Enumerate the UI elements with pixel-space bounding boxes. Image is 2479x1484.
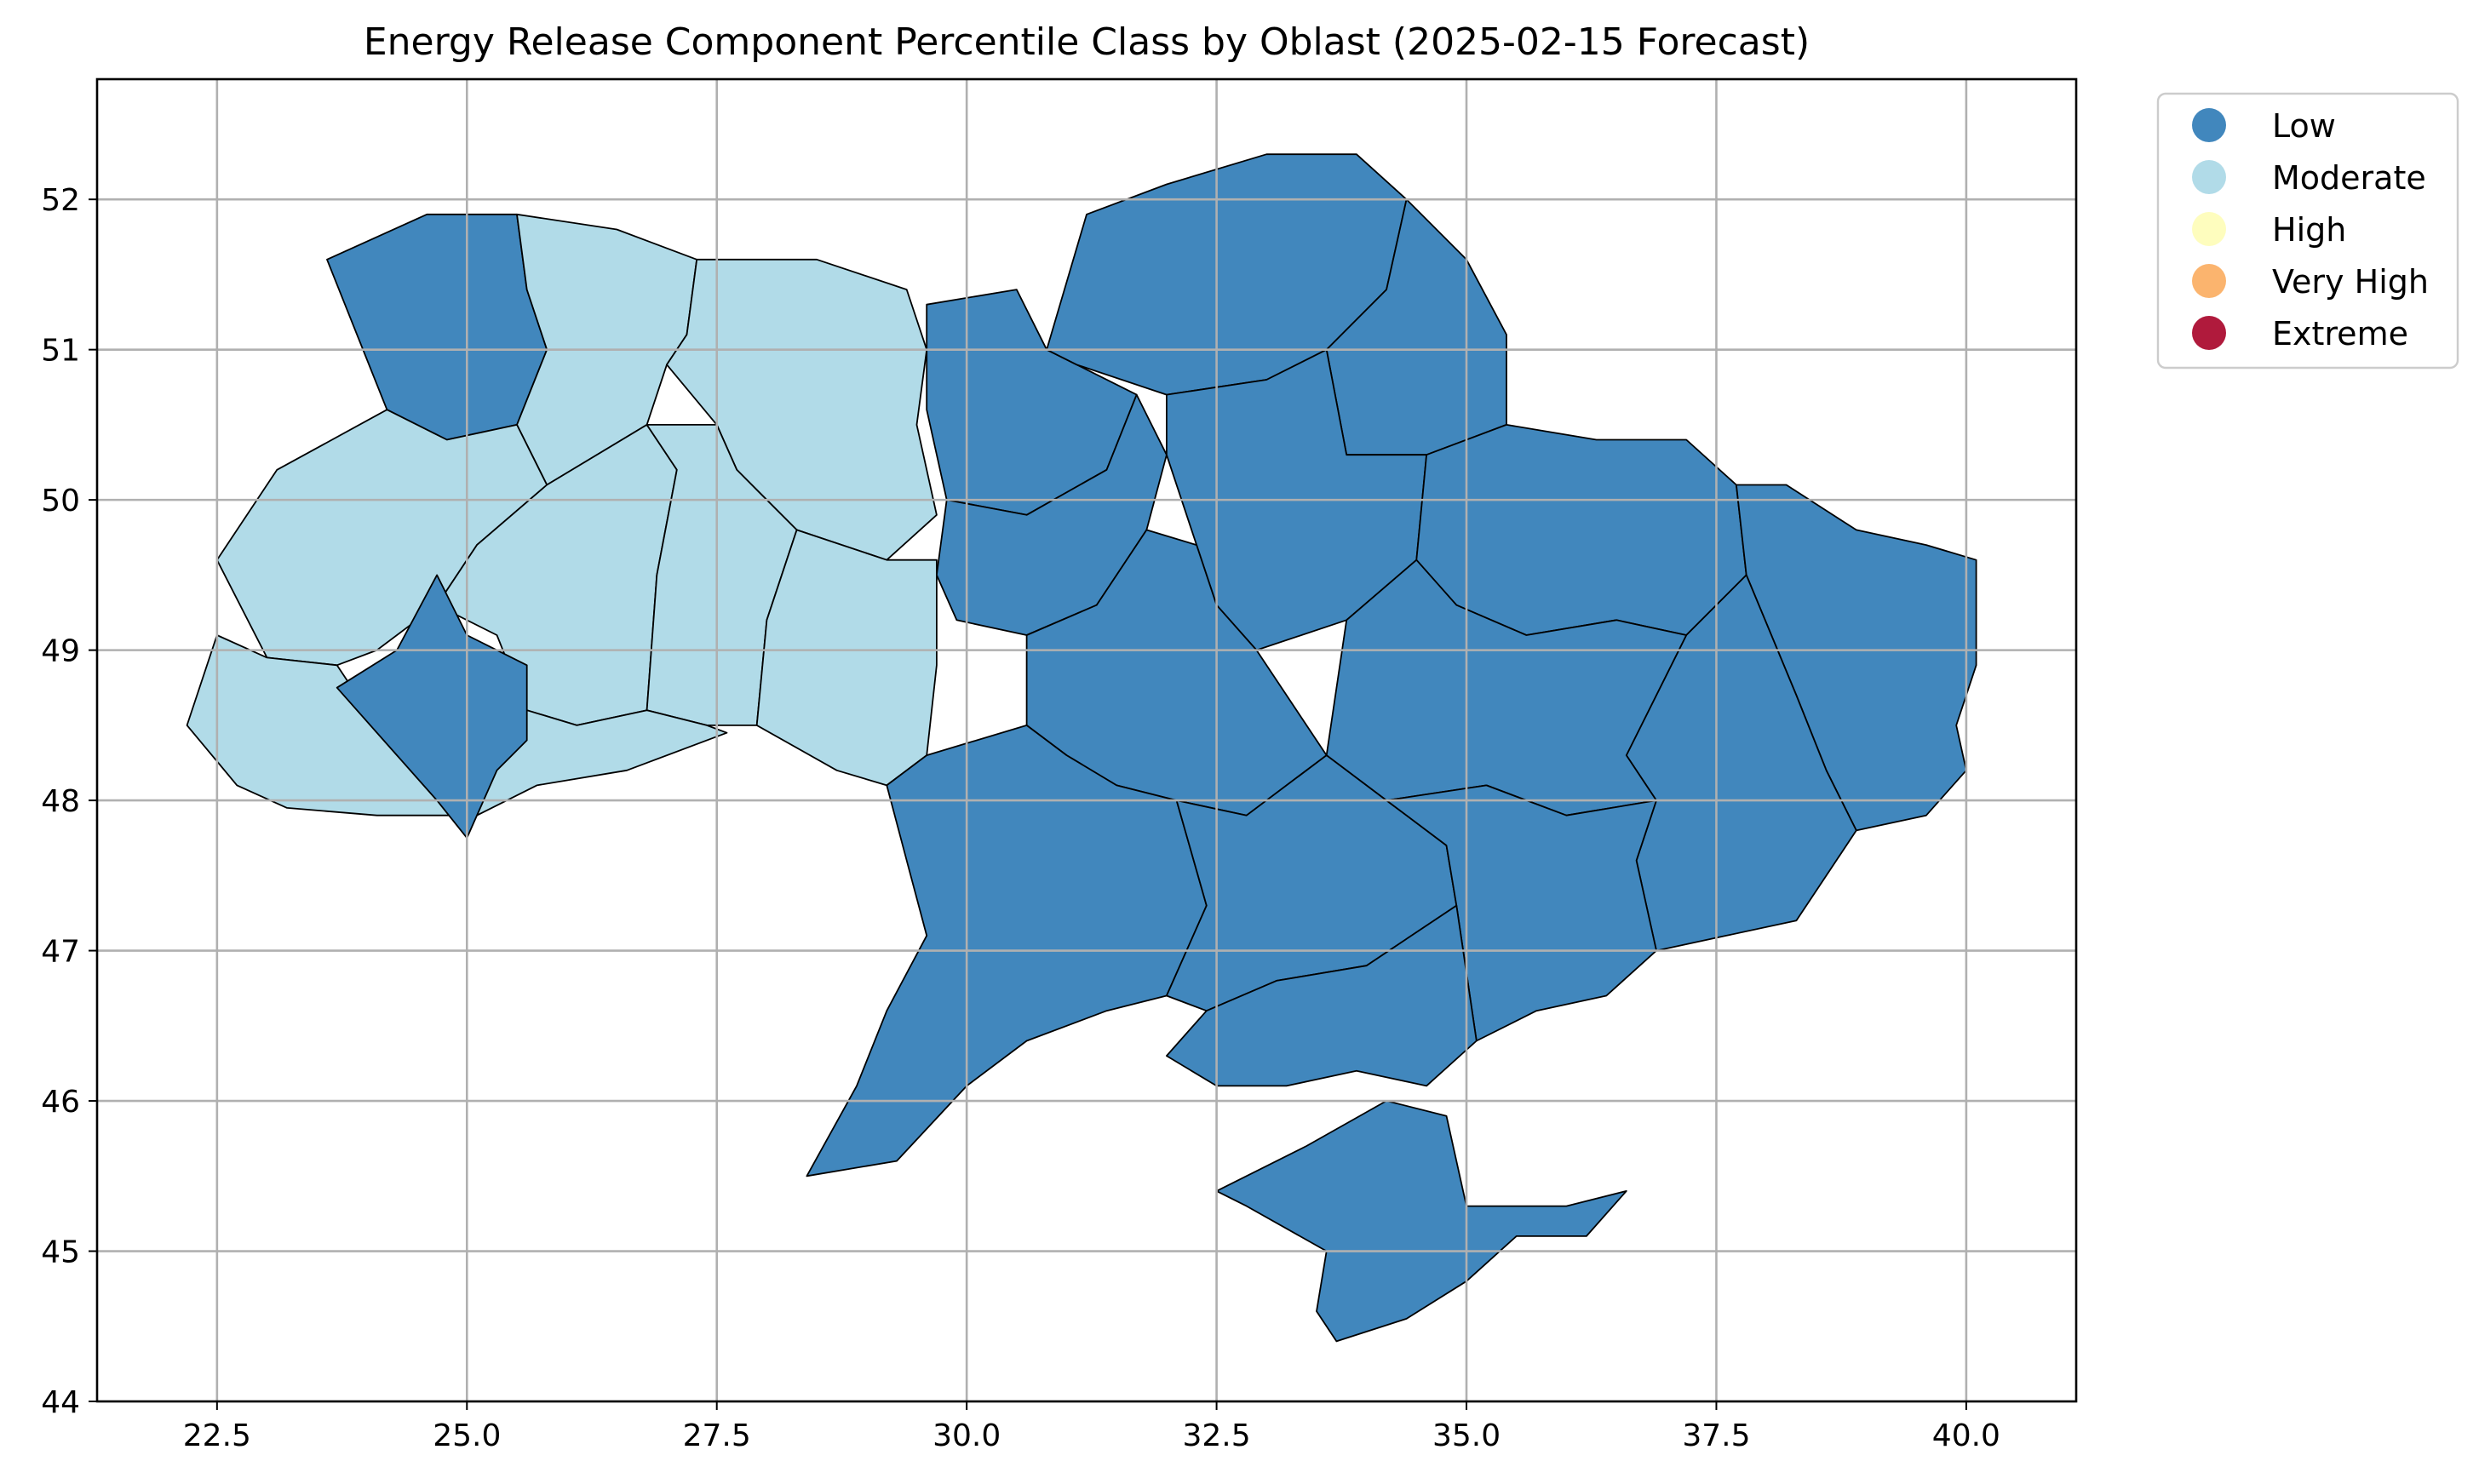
legend-swatch-extreme-icon bbox=[2192, 316, 2226, 350]
legend-item-low: Low bbox=[2192, 107, 2336, 145]
y-axis-ticks: 44 45 46 47 48 49 50 51 52 bbox=[41, 183, 97, 1420]
legend-label-moderate: Moderate bbox=[2272, 159, 2426, 197]
plot-area bbox=[95, 77, 2078, 1403]
x-tick-label: 32.5 bbox=[1183, 1418, 1251, 1453]
legend-label-high: High bbox=[2272, 211, 2346, 249]
x-tick-label: 35.0 bbox=[1432, 1418, 1501, 1453]
x-tick-label: 27.5 bbox=[683, 1418, 751, 1453]
legend-label-extreme: Extreme bbox=[2272, 315, 2408, 352]
y-tick-label: 48 bbox=[41, 784, 80, 819]
legend-item-extreme: Extreme bbox=[2192, 315, 2408, 352]
y-tick-label: 52 bbox=[41, 183, 80, 218]
y-tick-label: 44 bbox=[41, 1385, 80, 1420]
y-tick-label: 51 bbox=[41, 334, 80, 369]
x-tick-label: 22.5 bbox=[183, 1418, 251, 1453]
x-tick-label: 40.0 bbox=[1932, 1418, 2000, 1453]
plot-frame bbox=[95, 77, 2078, 1403]
legend-item-high: High bbox=[2192, 211, 2346, 249]
legend: Low Moderate High Very High Extreme bbox=[2156, 92, 2459, 370]
legend-swatch-moderate-icon bbox=[2192, 160, 2226, 194]
x-axis-ticks: 22.5 25.0 27.5 30.0 32.5 35.0 37.5 40.0 bbox=[183, 1401, 2000, 1453]
x-tick-label: 37.5 bbox=[1682, 1418, 1750, 1453]
chart-title: Energy Release Component Percentile Clas… bbox=[364, 20, 1810, 64]
legend-item-very-high: Very High bbox=[2192, 263, 2429, 301]
y-tick-label: 46 bbox=[41, 1085, 80, 1120]
oblast-region-25 bbox=[1215, 1100, 1627, 1343]
legend-label-low: Low bbox=[2272, 107, 2336, 145]
legend-item-moderate: Moderate bbox=[2192, 159, 2426, 197]
oblast-region-23 bbox=[1386, 784, 1657, 1042]
y-tick-label: 45 bbox=[41, 1235, 80, 1270]
y-tick-label: 47 bbox=[41, 935, 80, 970]
x-tick-label: 30.0 bbox=[932, 1418, 1001, 1453]
legend-label-very-high: Very High bbox=[2272, 263, 2429, 301]
y-tick-label: 50 bbox=[41, 484, 80, 519]
legend-frame bbox=[2156, 92, 2459, 370]
legend-swatch-low-icon bbox=[2192, 108, 2226, 142]
x-tick-label: 25.0 bbox=[433, 1418, 501, 1453]
legend-swatch-very-high-icon bbox=[2192, 264, 2226, 298]
y-tick-label: 49 bbox=[41, 634, 80, 669]
oblast-region-4 bbox=[215, 409, 548, 667]
legend-swatch-high-icon bbox=[2192, 212, 2226, 246]
